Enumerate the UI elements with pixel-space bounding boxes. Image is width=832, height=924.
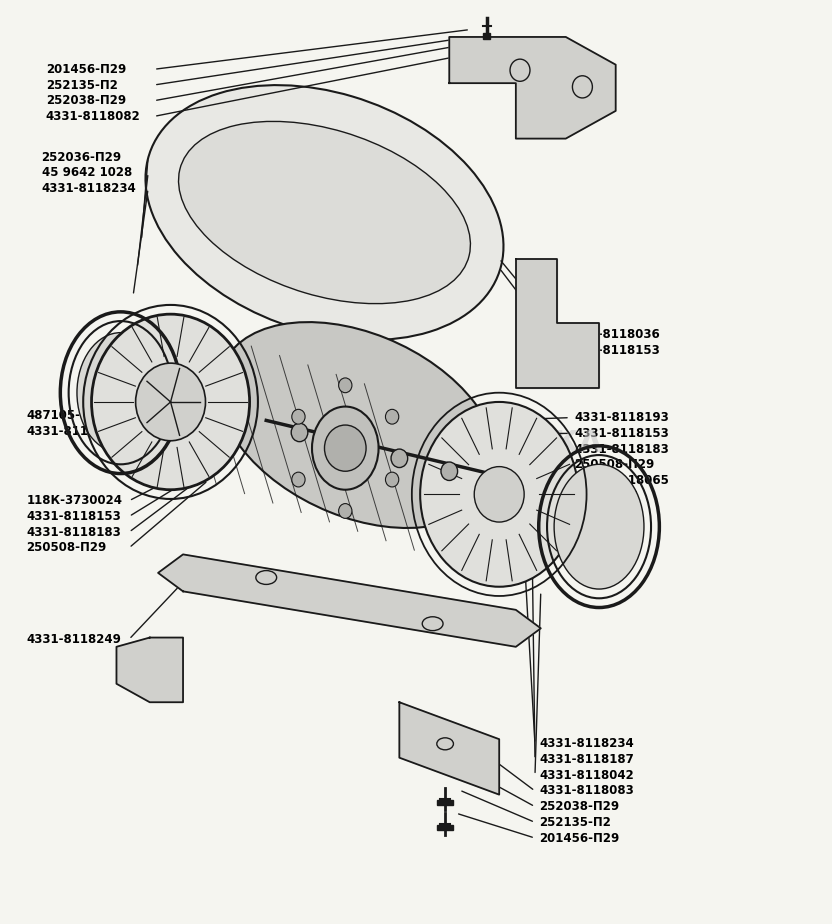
- Ellipse shape: [218, 322, 498, 528]
- Text: 252038-П29: 252038-П29: [539, 800, 619, 813]
- Text: 487105-П: 487105-П: [574, 490, 638, 503]
- Ellipse shape: [420, 402, 578, 587]
- Text: 118К-3730024: 118К-3730024: [27, 494, 122, 507]
- Ellipse shape: [554, 464, 644, 590]
- Text: 4331-8118234: 4331-8118234: [539, 737, 634, 750]
- Text: ПЛАНЕТА ЖЕЛЕЗЯКА: ПЛАНЕТА ЖЕЛЕЗЯКА: [230, 429, 602, 458]
- Bar: [483, 33, 490, 39]
- Text: 4331-8118068: 4331-8118068: [27, 425, 121, 438]
- Polygon shape: [116, 638, 183, 702]
- Circle shape: [391, 449, 408, 468]
- Text: 4331-8118187: 4331-8118187: [539, 753, 634, 766]
- Bar: [437, 825, 453, 830]
- Ellipse shape: [146, 85, 503, 340]
- Text: 252038-П29: 252038-П29: [46, 94, 126, 107]
- Text: 201456-П29: 201456-П29: [539, 832, 619, 845]
- Circle shape: [339, 378, 352, 393]
- Text: 4331-8118083: 4331-8118083: [539, 784, 634, 797]
- Circle shape: [339, 504, 352, 518]
- Text: 250508-П29: 250508-П29: [574, 458, 654, 471]
- Circle shape: [385, 409, 399, 424]
- Text: 4331-8118153: 4331-8118153: [27, 510, 121, 523]
- Text: 4331-8118183: 4331-8118183: [27, 526, 121, 539]
- Text: 4331-8118249: 4331-8118249: [27, 633, 121, 646]
- Text: 4331-8118065: 4331-8118065: [574, 474, 669, 487]
- Ellipse shape: [179, 121, 470, 304]
- Circle shape: [474, 467, 524, 522]
- Text: 4331-8118193: 4331-8118193: [574, 411, 669, 424]
- Polygon shape: [158, 554, 541, 647]
- Circle shape: [291, 423, 308, 442]
- Circle shape: [292, 409, 305, 424]
- Text: 4331-8118036: 4331-8118036: [566, 328, 661, 341]
- Text: 252135-П2: 252135-П2: [46, 79, 117, 91]
- Circle shape: [385, 472, 399, 487]
- Text: 250508-П29: 250508-П29: [27, 541, 106, 554]
- Bar: [437, 800, 453, 805]
- Circle shape: [292, 472, 305, 487]
- Text: 4331-8118153: 4331-8118153: [566, 344, 661, 357]
- Text: 4331-8118042: 4331-8118042: [539, 769, 634, 782]
- Text: 252036-П29: 252036-П29: [42, 151, 121, 164]
- Text: 4331-8118153: 4331-8118153: [574, 427, 669, 440]
- Text: 4331-8118234: 4331-8118234: [42, 182, 136, 195]
- Ellipse shape: [92, 314, 250, 490]
- Text: 201456-П29: 201456-П29: [46, 63, 126, 76]
- Circle shape: [341, 436, 358, 455]
- Ellipse shape: [312, 407, 379, 490]
- Circle shape: [136, 363, 206, 441]
- Polygon shape: [516, 259, 599, 388]
- Circle shape: [441, 462, 458, 480]
- Text: 487105-П: 487105-П: [27, 409, 91, 422]
- Text: 4331-8118082: 4331-8118082: [46, 110, 141, 123]
- Polygon shape: [399, 702, 499, 795]
- Circle shape: [324, 425, 366, 471]
- Polygon shape: [449, 37, 616, 139]
- Ellipse shape: [77, 333, 164, 453]
- Text: 252135-П2: 252135-П2: [539, 816, 611, 829]
- Text: 4331-8118183: 4331-8118183: [574, 443, 669, 456]
- Text: 45 9642 1028: 45 9642 1028: [42, 166, 131, 179]
